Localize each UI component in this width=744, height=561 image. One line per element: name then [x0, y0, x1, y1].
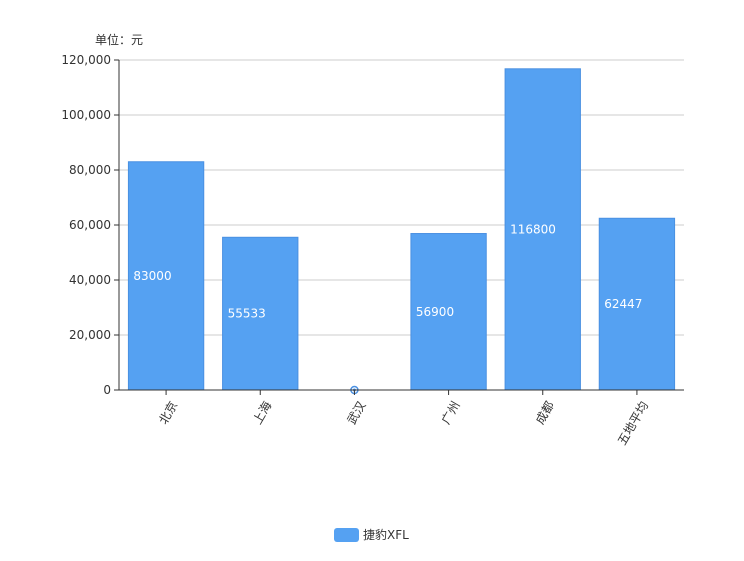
- x-tick-label: 成都: [533, 399, 557, 427]
- x-axis-ticks: 北京 上海 武汉 广州 成都 五地平均: [156, 390, 651, 447]
- y-tick-label: 60,000: [69, 218, 111, 232]
- y-tick-label: 0: [103, 383, 111, 397]
- data-label: 83000: [133, 269, 171, 283]
- legend[interactable]: 捷豹XFL: [334, 526, 409, 543]
- legend-swatch: [334, 527, 359, 542]
- y-tick-label: 40,000: [69, 273, 111, 287]
- y-tick-label: 100,000: [61, 108, 111, 122]
- legend-label: 捷豹XFL: [363, 528, 409, 542]
- bars: [127, 68, 676, 395]
- grid-lines: [119, 59, 684, 336]
- bar[interactable]: [598, 217, 676, 391]
- data-label: 56900: [416, 305, 454, 319]
- x-tick-label: 上海: [249, 398, 274, 426]
- y-tick-label: 80,000: [69, 163, 111, 177]
- data-label: 116800: [510, 222, 556, 236]
- data-label: 62447: [604, 297, 642, 311]
- data-label: 55533: [228, 307, 266, 321]
- bar[interactable]: [222, 236, 299, 391]
- y-tick-label: 120,000: [61, 53, 111, 67]
- y-tick-label: 20,000: [69, 328, 111, 342]
- unit-label: 单位：元: [95, 33, 144, 47]
- bar[interactable]: [127, 161, 205, 391]
- bar[interactable]: [504, 68, 581, 391]
- x-tick-label: 武汉: [345, 399, 369, 427]
- x-tick-label: 广州: [439, 399, 463, 427]
- y-axis-ticks: 0 20,000 40,000 60,000 80,000 100,000 120,000: [61, 53, 119, 397]
- x-tick-label: 五地平均: [615, 399, 651, 448]
- axes: [118, 60, 684, 391]
- data-labels: 83000 55533 56900 116800 62447: [133, 222, 642, 320]
- x-tick-label: 北京: [156, 399, 180, 427]
